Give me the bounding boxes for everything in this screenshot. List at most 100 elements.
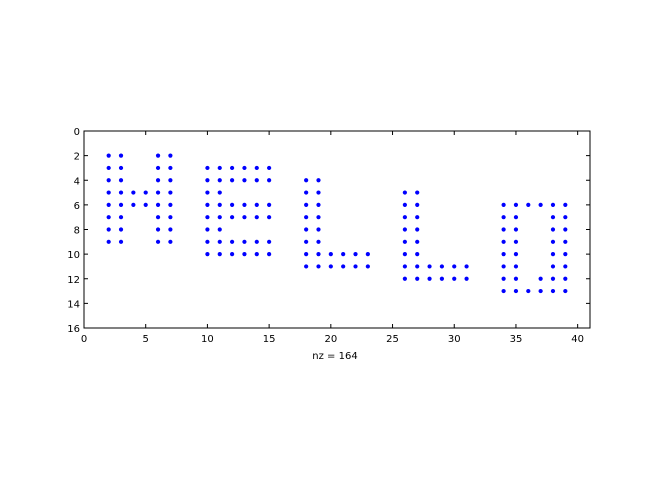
data-point — [501, 252, 506, 257]
data-point — [513, 288, 519, 294]
data-point — [118, 227, 124, 232]
data-point — [168, 215, 173, 220]
data-point — [217, 165, 222, 171]
data-point — [415, 190, 420, 195]
data-point — [304, 264, 309, 269]
y-tick-label: 12 — [67, 275, 80, 286]
data-point — [168, 227, 173, 232]
data-markers — [106, 153, 568, 294]
data-point — [205, 190, 210, 195]
data-point — [415, 264, 420, 269]
data-point — [365, 264, 370, 269]
data-point — [550, 276, 556, 281]
data-point — [217, 190, 222, 195]
y-axis-ticks: 0 2 4 6 8 10 12 14 16 — [67, 127, 590, 335]
data-point — [106, 202, 111, 207]
data-point — [563, 252, 568, 257]
data-point — [205, 178, 210, 183]
data-point — [538, 202, 543, 207]
data-point — [205, 202, 210, 207]
data-point — [242, 178, 247, 183]
data-point — [118, 165, 124, 171]
data-point — [205, 239, 210, 244]
data-point — [118, 202, 124, 207]
data-point — [168, 239, 173, 244]
data-point — [316, 215, 321, 220]
data-point — [513, 239, 519, 244]
data-point — [538, 276, 543, 281]
data-point — [242, 165, 247, 171]
data-point — [439, 276, 445, 281]
data-point — [168, 153, 173, 158]
data-point — [155, 165, 161, 171]
x-tick-label: 30 — [448, 334, 461, 345]
y-tick-label: 6 — [74, 201, 80, 212]
data-point — [118, 215, 124, 220]
x-axis-label: nz = 164 — [312, 351, 357, 362]
data-point — [550, 215, 556, 220]
data-point — [168, 202, 173, 207]
data-point — [229, 165, 235, 171]
data-point — [229, 215, 235, 220]
data-point — [550, 264, 556, 269]
data-point — [316, 264, 321, 269]
data-point — [415, 252, 420, 257]
data-point — [513, 252, 519, 257]
data-point — [217, 202, 222, 207]
data-point — [501, 239, 506, 244]
data-point — [563, 215, 568, 220]
data-point — [501, 288, 506, 294]
data-point — [501, 202, 506, 207]
x-tick-label: 20 — [324, 334, 337, 345]
data-point — [415, 215, 420, 220]
data-point — [365, 252, 370, 257]
data-point — [267, 165, 272, 171]
data-point — [563, 264, 568, 269]
data-point — [501, 227, 506, 232]
data-point — [316, 178, 321, 183]
data-point — [106, 239, 111, 244]
data-point — [304, 215, 309, 220]
data-point — [229, 252, 235, 257]
data-point — [106, 190, 111, 195]
data-point — [267, 252, 272, 257]
data-point — [427, 264, 432, 269]
data-point — [550, 252, 556, 257]
x-tick-label: 5 — [143, 334, 149, 345]
x-tick-label: 35 — [510, 334, 523, 345]
data-point — [304, 190, 309, 195]
x-tick-label: 25 — [386, 334, 399, 345]
data-point — [155, 190, 161, 195]
data-point — [513, 227, 519, 232]
data-point — [304, 178, 309, 183]
data-point — [229, 239, 235, 244]
data-point — [402, 202, 407, 207]
data-point — [205, 215, 210, 220]
data-point — [229, 202, 235, 207]
data-point — [242, 239, 247, 244]
data-point — [513, 264, 519, 269]
data-point — [229, 178, 235, 183]
data-point — [217, 227, 222, 232]
data-point — [118, 239, 124, 244]
data-point — [106, 215, 111, 220]
data-point — [402, 239, 407, 244]
data-point — [526, 288, 531, 294]
data-point — [118, 190, 124, 195]
data-point — [131, 190, 136, 195]
data-point — [168, 165, 173, 171]
data-point — [464, 264, 469, 269]
data-point — [168, 178, 173, 183]
data-point — [513, 276, 519, 281]
data-point — [155, 215, 161, 220]
data-point — [316, 227, 321, 232]
data-point — [550, 202, 556, 207]
data-point — [538, 288, 543, 294]
data-point — [118, 153, 124, 158]
data-point — [106, 178, 111, 183]
data-point — [341, 252, 346, 257]
data-point — [526, 202, 531, 207]
data-point — [316, 202, 321, 207]
data-point — [563, 288, 568, 294]
data-point — [353, 264, 358, 269]
